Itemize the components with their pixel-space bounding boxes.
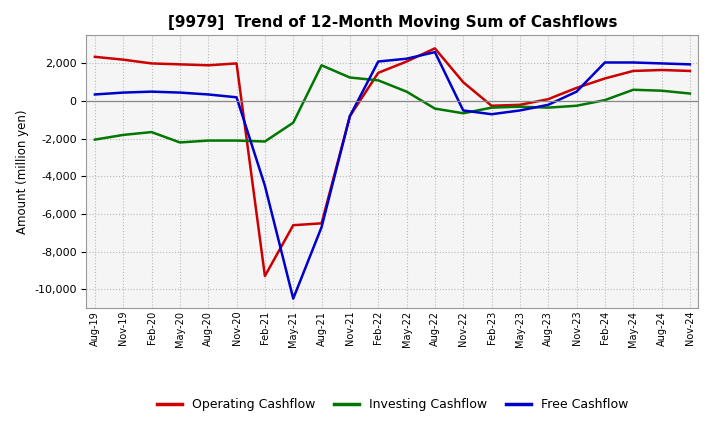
Investing Cashflow (402, 89, 411, 94)
Free Cashflow (204, 92, 212, 97)
Free Cashflow (487, 112, 496, 117)
Y-axis label: Amount (million yen): Amount (million yen) (16, 110, 29, 234)
Free Cashflow (119, 90, 127, 95)
Investing Cashflow (91, 137, 99, 142)
Free Cashflow (261, 183, 269, 188)
Investing Cashflow (233, 138, 241, 143)
Line: Free Cashflow: Free Cashflow (95, 52, 690, 299)
Operating Cashflow (402, 59, 411, 64)
Operating Cashflow (572, 85, 581, 91)
Free Cashflow (233, 95, 241, 100)
Operating Cashflow (346, 114, 354, 119)
Title: [9979]  Trend of 12-Month Moving Sum of Cashflows: [9979] Trend of 12-Month Moving Sum of C… (168, 15, 617, 30)
Line: Investing Cashflow: Investing Cashflow (95, 65, 690, 143)
Free Cashflow (600, 60, 609, 65)
Free Cashflow (148, 89, 156, 94)
Free Cashflow (685, 62, 694, 67)
Operating Cashflow (148, 61, 156, 66)
Operating Cashflow (261, 273, 269, 279)
Investing Cashflow (289, 120, 297, 125)
Free Cashflow (572, 89, 581, 94)
Operating Cashflow (119, 57, 127, 62)
Operating Cashflow (374, 70, 382, 76)
Investing Cashflow (600, 98, 609, 103)
Investing Cashflow (176, 140, 184, 145)
Free Cashflow (176, 90, 184, 95)
Operating Cashflow (629, 68, 637, 73)
Operating Cashflow (318, 221, 326, 226)
Legend: Operating Cashflow, Investing Cashflow, Free Cashflow: Operating Cashflow, Investing Cashflow, … (152, 393, 633, 416)
Free Cashflow (431, 49, 439, 55)
Operating Cashflow (459, 80, 467, 85)
Investing Cashflow (261, 139, 269, 144)
Free Cashflow (516, 108, 524, 113)
Investing Cashflow (431, 106, 439, 111)
Investing Cashflow (516, 104, 524, 109)
Operating Cashflow (289, 223, 297, 228)
Investing Cashflow (629, 87, 637, 92)
Investing Cashflow (459, 110, 467, 116)
Free Cashflow (289, 296, 297, 301)
Investing Cashflow (657, 88, 666, 93)
Operating Cashflow (516, 102, 524, 107)
Operating Cashflow (91, 54, 99, 59)
Operating Cashflow (544, 96, 552, 102)
Free Cashflow (318, 224, 326, 230)
Investing Cashflow (204, 138, 212, 143)
Investing Cashflow (119, 132, 127, 138)
Operating Cashflow (685, 68, 694, 73)
Operating Cashflow (233, 61, 241, 66)
Free Cashflow (459, 108, 467, 113)
Investing Cashflow (374, 78, 382, 83)
Free Cashflow (629, 60, 637, 65)
Investing Cashflow (572, 103, 581, 108)
Free Cashflow (402, 56, 411, 61)
Investing Cashflow (318, 62, 326, 68)
Free Cashflow (657, 61, 666, 66)
Operating Cashflow (204, 62, 212, 68)
Free Cashflow (91, 92, 99, 97)
Operating Cashflow (600, 76, 609, 81)
Free Cashflow (346, 114, 354, 119)
Free Cashflow (374, 59, 382, 64)
Operating Cashflow (431, 46, 439, 51)
Operating Cashflow (176, 62, 184, 67)
Line: Operating Cashflow: Operating Cashflow (95, 48, 690, 276)
Investing Cashflow (685, 91, 694, 96)
Investing Cashflow (346, 75, 354, 80)
Operating Cashflow (657, 67, 666, 73)
Investing Cashflow (487, 105, 496, 110)
Investing Cashflow (148, 129, 156, 135)
Investing Cashflow (544, 105, 552, 110)
Operating Cashflow (487, 103, 496, 108)
Free Cashflow (544, 102, 552, 107)
